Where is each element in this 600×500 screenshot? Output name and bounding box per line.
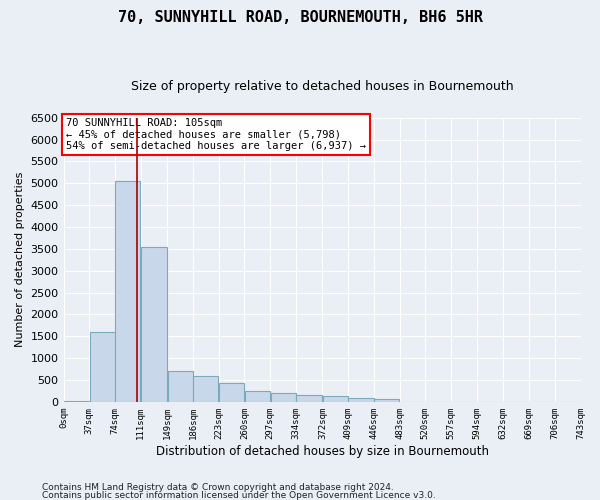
Text: 70, SUNNYHILL ROAD, BOURNEMOUTH, BH6 5HR: 70, SUNNYHILL ROAD, BOURNEMOUTH, BH6 5HR xyxy=(118,10,482,25)
Bar xyxy=(167,371,193,402)
Bar xyxy=(64,400,89,402)
Bar xyxy=(89,332,115,402)
Bar xyxy=(141,246,167,402)
Y-axis label: Number of detached properties: Number of detached properties xyxy=(15,172,25,348)
Title: Size of property relative to detached houses in Bournemouth: Size of property relative to detached ho… xyxy=(131,80,514,93)
Text: Contains public sector information licensed under the Open Government Licence v3: Contains public sector information licen… xyxy=(42,491,436,500)
Bar xyxy=(349,398,374,402)
Bar xyxy=(323,396,348,402)
Bar xyxy=(271,393,296,402)
Bar xyxy=(245,391,270,402)
Bar xyxy=(219,383,244,402)
Bar xyxy=(296,395,322,402)
Text: 70 SUNNYHILL ROAD: 105sqm
← 45% of detached houses are smaller (5,798)
54% of se: 70 SUNNYHILL ROAD: 105sqm ← 45% of detac… xyxy=(66,118,366,151)
Text: Contains HM Land Registry data © Crown copyright and database right 2024.: Contains HM Land Registry data © Crown c… xyxy=(42,484,394,492)
Bar xyxy=(193,376,218,402)
Bar xyxy=(374,399,399,402)
X-axis label: Distribution of detached houses by size in Bournemouth: Distribution of detached houses by size … xyxy=(155,444,488,458)
Bar xyxy=(115,181,140,402)
